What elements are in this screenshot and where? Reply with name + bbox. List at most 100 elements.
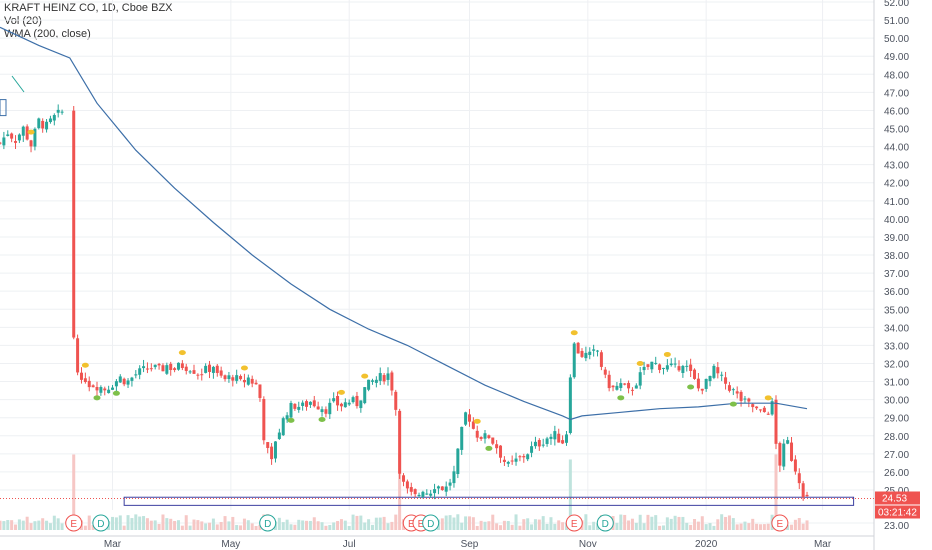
candle-body	[45, 121, 49, 130]
candle-body	[114, 381, 118, 387]
candle-body	[355, 395, 359, 407]
volume-bar	[277, 517, 281, 530]
candle-body	[409, 487, 413, 492]
candle-body	[165, 365, 169, 374]
volume-bar	[14, 524, 18, 530]
candle-body	[382, 375, 386, 382]
signal-dots	[27, 129, 772, 451]
candle-body	[665, 365, 669, 370]
volume-bar	[184, 515, 188, 530]
candle-body	[99, 387, 103, 393]
time-tick-label: Sep	[461, 539, 479, 550]
chart-title: KRAFT HEINZ CO, 1D, Cboe BZX	[4, 2, 173, 14]
volume-bar	[235, 524, 239, 530]
support-box	[123, 496, 855, 506]
candle-body	[654, 362, 658, 364]
volume-bar	[510, 524, 514, 530]
candle-body	[215, 365, 219, 373]
volume-bar	[111, 516, 115, 530]
candle-body	[615, 385, 619, 390]
volume-bar	[727, 515, 731, 530]
volume-bar	[743, 521, 747, 530]
volume-bar	[696, 521, 700, 530]
volume-bar	[638, 514, 642, 530]
candle-body	[790, 442, 794, 461]
volume-bar	[681, 516, 685, 530]
volume-bar	[72, 454, 76, 530]
event-marker-label: E	[70, 519, 77, 530]
time-tick-label: May	[221, 539, 240, 550]
candle-body	[549, 436, 553, 439]
candle-body	[153, 364, 157, 368]
candle-body	[161, 365, 165, 372]
event-marker-label: E	[418, 519, 425, 530]
candle-body	[758, 409, 762, 411]
candle-body	[293, 403, 297, 409]
candle-body	[305, 401, 309, 407]
candle-body	[766, 413, 770, 415]
candle-body	[541, 444, 545, 446]
time-tick-label: Mar	[104, 539, 122, 550]
candle-body	[557, 433, 561, 443]
volume-bar	[374, 517, 378, 530]
candle-body	[506, 461, 510, 464]
volume-bar	[751, 518, 755, 530]
candle-body	[433, 489, 437, 494]
candle-body	[76, 338, 80, 373]
candle-body	[479, 437, 483, 439]
candle-body	[208, 364, 212, 372]
volume-bar	[483, 521, 487, 530]
price-tick-label: 23.00	[884, 521, 909, 532]
volume-bar	[739, 523, 743, 530]
candle-body	[747, 398, 751, 402]
volume-bar	[755, 523, 759, 530]
volume-bar	[258, 524, 262, 530]
volume-bar	[704, 524, 708, 530]
signal-dot-bottom	[287, 417, 295, 423]
volume-bar	[320, 522, 324, 530]
dividend-marker	[259, 514, 277, 532]
volume-bar	[33, 521, 37, 530]
volume-bar	[343, 520, 347, 530]
candle-body	[25, 126, 29, 140]
volume-bar	[627, 520, 631, 530]
candle-body	[157, 363, 161, 366]
countdown-badge	[875, 505, 920, 519]
volume-bar	[48, 523, 52, 530]
candle-body	[176, 362, 180, 370]
candle-body	[619, 383, 623, 388]
candle-body	[196, 374, 200, 376]
candle-body	[611, 385, 615, 388]
candle-body	[553, 431, 557, 440]
drawing-box-left	[0, 99, 7, 117]
candle-body	[266, 442, 270, 448]
candle-body	[83, 378, 87, 383]
candle-body	[642, 366, 646, 371]
volume-bar	[17, 519, 21, 530]
earnings-marker	[565, 514, 583, 532]
candle-body	[724, 377, 728, 384]
wma-line	[0, 26, 808, 421]
volume-bar	[398, 454, 402, 530]
volume-bar	[130, 518, 134, 530]
dividend-marker	[596, 514, 614, 532]
price-tick-label: 33.00	[884, 341, 909, 352]
volume-bar	[188, 525, 192, 530]
candle-body	[545, 438, 549, 444]
candle-body	[646, 364, 650, 367]
volume-bar	[297, 519, 301, 530]
price-axis[interactable]: 52.00 51.00 50.00 49.00 48.00 47.00 46.00 45.00…	[873, 0, 909, 550]
candle-body	[281, 418, 285, 436]
event-marker-label: E	[408, 519, 415, 530]
volume-bar	[285, 519, 289, 530]
price-tick-label: 51.00	[884, 16, 909, 27]
volume-bar	[165, 518, 169, 530]
volume-bar	[673, 515, 677, 530]
time-axis[interactable]: Mar May Jul Sep Nov 2020 Mar	[0, 535, 874, 550]
volume-bar	[336, 521, 340, 530]
volume-bar	[118, 515, 122, 530]
signal-dot-bottom	[112, 390, 120, 396]
candle-body	[413, 489, 417, 495]
signal-dot-bottom	[617, 395, 625, 401]
